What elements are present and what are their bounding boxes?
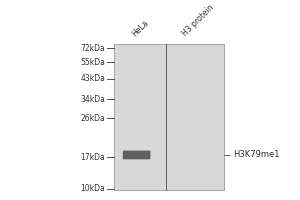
Text: 26kDa: 26kDa: [81, 114, 105, 123]
Text: H3K79me1: H3K79me1: [233, 150, 280, 159]
Text: 34kDa: 34kDa: [80, 95, 105, 104]
Text: 72kDa: 72kDa: [81, 44, 105, 53]
Text: H3 protein: H3 protein: [181, 3, 216, 38]
Text: HeLa: HeLa: [130, 18, 150, 38]
Text: 10kDa: 10kDa: [81, 184, 105, 193]
Bar: [114, 44, 224, 190]
Text: 43kDa: 43kDa: [80, 74, 105, 83]
FancyBboxPatch shape: [123, 151, 150, 159]
Text: 17kDa: 17kDa: [81, 153, 105, 162]
Text: 55kDa: 55kDa: [80, 58, 105, 67]
